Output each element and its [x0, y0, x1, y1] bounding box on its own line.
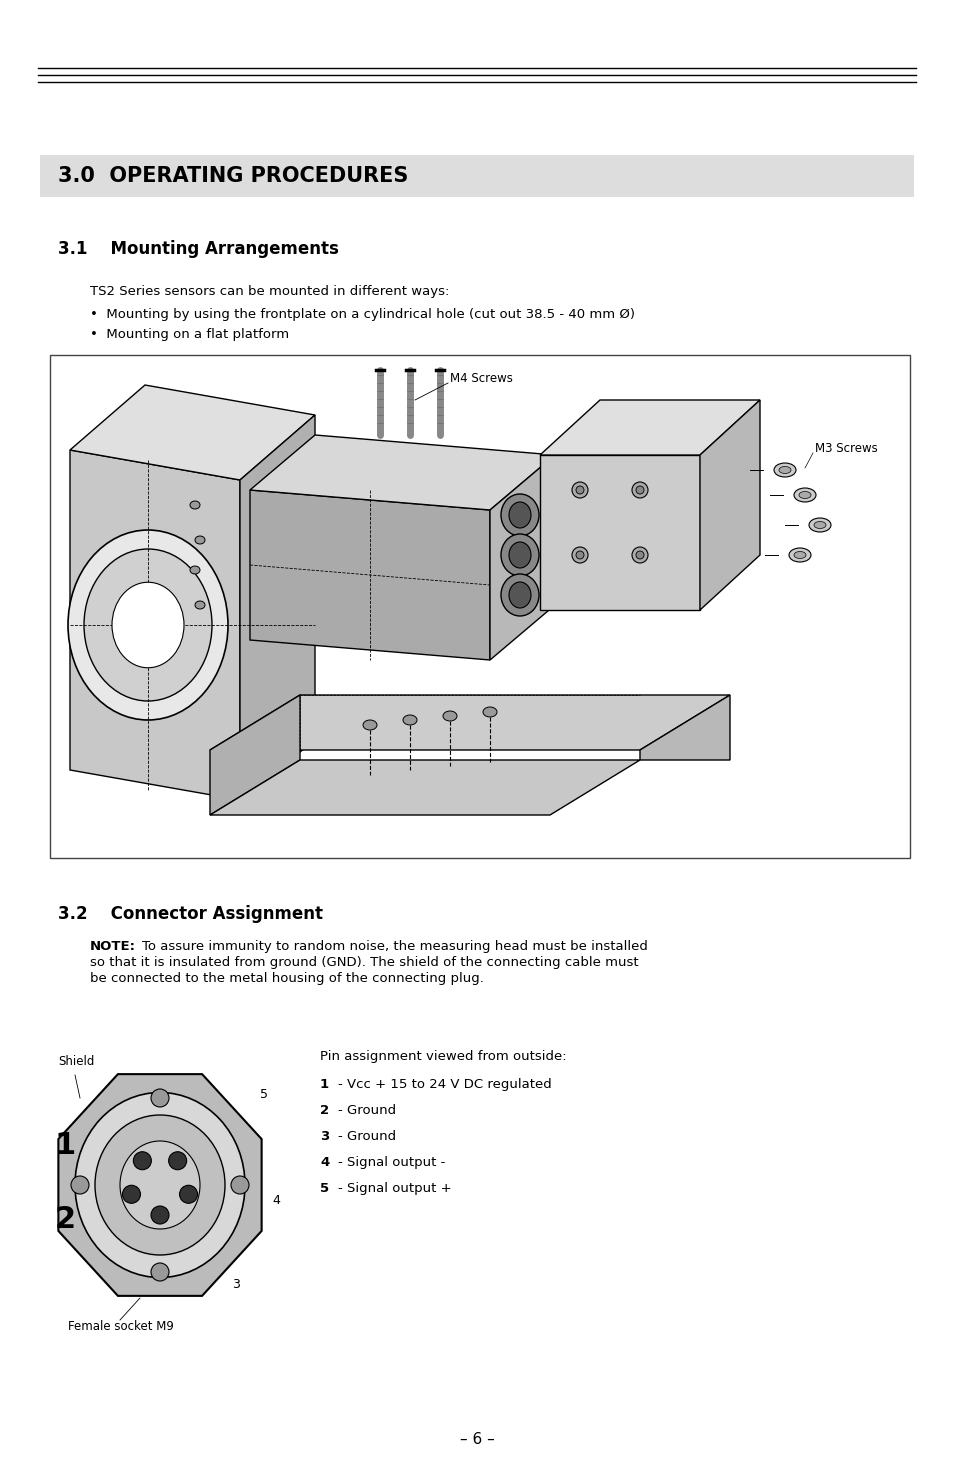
Text: - Signal output -: - Signal output - — [337, 1156, 445, 1170]
Text: – 6 –: – 6 – — [459, 1432, 494, 1447]
Text: 1: 1 — [319, 1078, 329, 1092]
Ellipse shape — [190, 566, 200, 574]
Ellipse shape — [576, 485, 583, 494]
Text: NOTE:: NOTE: — [90, 940, 136, 953]
Ellipse shape — [482, 707, 497, 717]
Ellipse shape — [500, 534, 538, 577]
Text: Shield: Shield — [58, 1055, 94, 1068]
Ellipse shape — [500, 494, 538, 535]
Text: 5: 5 — [260, 1089, 268, 1102]
Polygon shape — [639, 695, 729, 760]
Ellipse shape — [799, 491, 810, 499]
Text: 2: 2 — [55, 1205, 76, 1235]
Text: be connected to the metal housing of the connecting plug.: be connected to the metal housing of the… — [90, 972, 483, 985]
Ellipse shape — [133, 1152, 152, 1170]
Ellipse shape — [793, 488, 815, 502]
Ellipse shape — [572, 482, 587, 499]
Text: - Vcc + 15 to 24 V DC regulated: - Vcc + 15 to 24 V DC regulated — [337, 1078, 551, 1092]
Text: TS2 Series sensors can be mounted in different ways:: TS2 Series sensors can be mounted in dif… — [90, 285, 449, 298]
Text: M4 Screws: M4 Screws — [450, 372, 513, 385]
Ellipse shape — [231, 1176, 249, 1193]
Polygon shape — [250, 435, 555, 510]
Ellipse shape — [84, 549, 212, 701]
Ellipse shape — [179, 1186, 197, 1204]
Text: 3: 3 — [319, 1130, 329, 1143]
Ellipse shape — [169, 1152, 187, 1170]
Ellipse shape — [779, 466, 790, 473]
Polygon shape — [70, 450, 240, 799]
Text: - Ground: - Ground — [337, 1103, 395, 1117]
Text: To assure immunity to random noise, the measuring head must be installed: To assure immunity to random noise, the … — [142, 940, 647, 953]
Ellipse shape — [509, 502, 531, 528]
Text: 1: 1 — [55, 1130, 76, 1159]
Text: Female socket M9: Female socket M9 — [68, 1320, 173, 1333]
Ellipse shape — [151, 1263, 169, 1280]
Ellipse shape — [68, 530, 228, 720]
Bar — [50, 355, 909, 858]
Ellipse shape — [75, 1093, 245, 1277]
Polygon shape — [58, 1074, 261, 1297]
Text: so that it is insulated from ground (GND). The shield of the connecting cable mu: so that it is insulated from ground (GND… — [90, 956, 638, 969]
Polygon shape — [539, 454, 700, 611]
Polygon shape — [240, 414, 314, 799]
Text: - Signal output +: - Signal output + — [337, 1181, 451, 1195]
Text: 3.1    Mounting Arrangements: 3.1 Mounting Arrangements — [58, 240, 338, 258]
Text: - Ground: - Ground — [337, 1130, 395, 1143]
Text: 4: 4 — [272, 1193, 279, 1207]
Text: M3 Screws: M3 Screws — [814, 442, 877, 454]
Text: 5: 5 — [319, 1181, 329, 1195]
Text: 2: 2 — [319, 1103, 329, 1117]
Ellipse shape — [576, 552, 583, 559]
Ellipse shape — [788, 549, 810, 562]
Text: 3: 3 — [232, 1279, 239, 1292]
Ellipse shape — [95, 1115, 225, 1255]
Ellipse shape — [509, 583, 531, 608]
Text: 3.0  OPERATING PROCEDURES: 3.0 OPERATING PROCEDURES — [58, 167, 408, 186]
Polygon shape — [70, 385, 314, 479]
Text: Pin assignment viewed from outside:: Pin assignment viewed from outside: — [319, 1050, 566, 1063]
Ellipse shape — [363, 720, 376, 730]
Polygon shape — [250, 490, 490, 659]
Ellipse shape — [500, 574, 538, 617]
Ellipse shape — [636, 552, 643, 559]
Ellipse shape — [631, 482, 647, 499]
Polygon shape — [539, 400, 760, 454]
Ellipse shape — [808, 518, 830, 532]
Text: 3.2    Connector Assignment: 3.2 Connector Assignment — [58, 906, 323, 923]
Polygon shape — [700, 400, 760, 611]
Ellipse shape — [793, 552, 805, 559]
Text: •  Mounting by using the frontplate on a cylindrical hole (cut out 38.5 - 40 mm : • Mounting by using the frontplate on a … — [90, 308, 635, 322]
Text: 4: 4 — [319, 1156, 329, 1170]
Ellipse shape — [631, 547, 647, 563]
Ellipse shape — [813, 522, 825, 528]
Ellipse shape — [194, 600, 205, 609]
Polygon shape — [210, 695, 299, 816]
Ellipse shape — [120, 1142, 200, 1229]
Ellipse shape — [572, 547, 587, 563]
Bar — [40, 155, 913, 198]
Ellipse shape — [112, 583, 184, 668]
Ellipse shape — [151, 1207, 169, 1224]
Ellipse shape — [636, 485, 643, 494]
Ellipse shape — [71, 1176, 89, 1193]
Text: •  Mounting on a flat platform: • Mounting on a flat platform — [90, 327, 289, 341]
Ellipse shape — [402, 715, 416, 726]
Polygon shape — [490, 454, 555, 659]
Ellipse shape — [509, 541, 531, 568]
Ellipse shape — [122, 1186, 140, 1204]
Ellipse shape — [442, 711, 456, 721]
Ellipse shape — [190, 502, 200, 509]
Ellipse shape — [773, 463, 795, 476]
Ellipse shape — [194, 535, 205, 544]
Ellipse shape — [151, 1089, 169, 1108]
Polygon shape — [210, 760, 639, 816]
Polygon shape — [210, 695, 729, 749]
